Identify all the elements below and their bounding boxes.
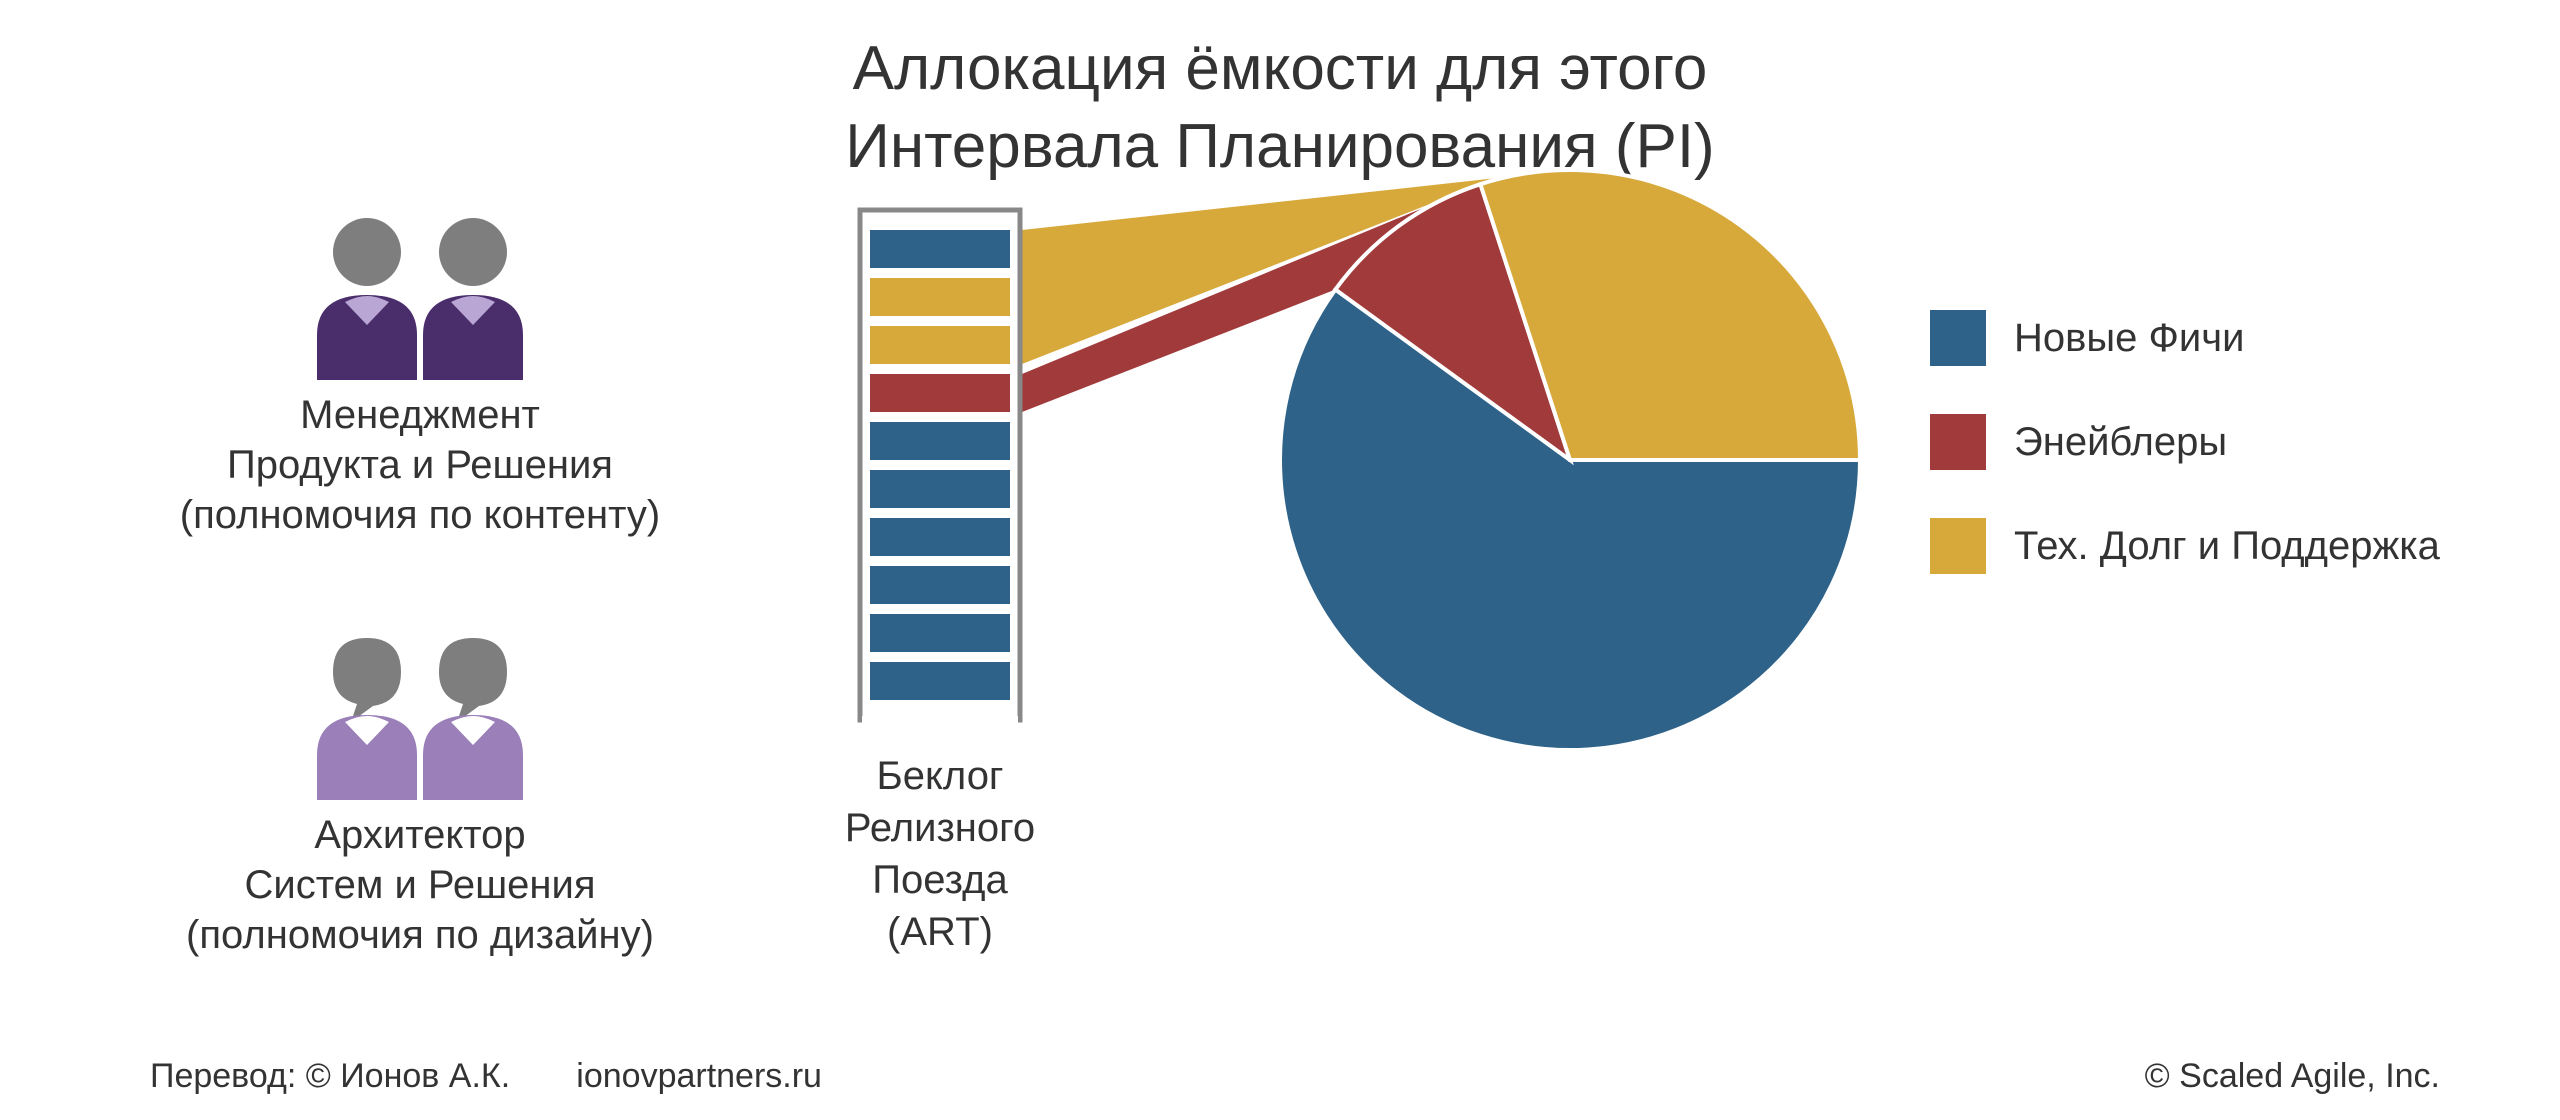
role-bottom-line3: (полномочия по дизайну)	[186, 913, 654, 957]
footer-site: ionovpartners.ru	[576, 1057, 822, 1095]
main-title: Аллокация ёмкости для этого Интервала Пл…	[0, 30, 2560, 185]
backlog-ladder	[860, 210, 1020, 724]
role-top-text: Менеджмент Продукта и Решения (полномочи…	[130, 390, 710, 540]
footer-left: Перевод: © Ионов А.К. ionovpartners.ru	[150, 1057, 822, 1096]
footer-translator: Перевод: © Ионов А.К.	[150, 1057, 510, 1095]
people-pair-bottom-icon	[295, 630, 545, 800]
role-bottom-text: Архитектор Систем и Решения (полномочия …	[130, 810, 710, 960]
pie-legend: Новые Фичи Энейблеры Тех. Долг и Поддерж…	[1930, 310, 2440, 622]
role-bottom-line2: Систем и Решения	[244, 863, 595, 907]
role-architect: Архитектор Систем и Решения (полномочия …	[130, 630, 710, 960]
title-line-1: Аллокация ёмкости для этого	[853, 34, 1708, 103]
backlog-item	[870, 230, 1010, 268]
legend-item-1: Энейблеры	[1930, 414, 2440, 470]
title-line-2: Интервала Планирования (PI)	[845, 112, 1714, 181]
backlog-item	[870, 566, 1010, 604]
legend-label-0: Новые Фичи	[2014, 316, 2244, 361]
footer-right: © Scaled Agile, Inc.	[2145, 1057, 2440, 1096]
role-top-line1: Менеджмент	[300, 393, 540, 437]
backlog-label: Беклог Релизного Поезда (ART)	[790, 750, 1090, 958]
legend-item-2: Тех. Долг и Поддержка	[1930, 518, 2440, 574]
role-bottom-line1: Архитектор	[314, 813, 525, 857]
pie-slice	[1480, 170, 1860, 460]
role-top-line2: Продукта и Решения	[227, 443, 613, 487]
role-top-line3: (полномочия по контенту)	[180, 493, 660, 537]
footer-copyright: © Scaled Agile, Inc.	[2145, 1057, 2440, 1095]
backlog-label-line4: (ART)	[887, 910, 993, 954]
backlog-label-line1: Беклог	[876, 754, 1003, 798]
role-product-management: Менеджмент Продукта и Решения (полномочи…	[130, 210, 710, 540]
legend-swatch-1	[1930, 414, 1986, 470]
people-pair-top-icon	[295, 210, 545, 380]
diagram-stage: Аллокация ёмкости для этого Интервала Пл…	[0, 0, 2560, 1120]
pie-chart	[1280, 170, 1860, 750]
backlog-item	[870, 278, 1010, 316]
backlog-item	[870, 614, 1010, 652]
backlog-item	[870, 326, 1010, 364]
backlog-item	[870, 374, 1010, 412]
flow-polygon-yellow	[1022, 170, 1570, 364]
pie-slice	[1280, 290, 1860, 750]
pie-slice	[1335, 184, 1570, 460]
legend-label-2: Тех. Долг и Поддержка	[2014, 524, 2440, 569]
backlog-item	[870, 422, 1010, 460]
backlog-item	[870, 470, 1010, 508]
backlog-label-line2: Релизного	[845, 806, 1035, 850]
flow-polygons	[1022, 170, 1570, 412]
legend-item-0: Новые Фичи	[1930, 310, 2440, 366]
backlog-item	[870, 662, 1010, 700]
backlog-item	[870, 518, 1010, 556]
legend-swatch-2	[1930, 518, 1986, 574]
flow-polygon-red	[1022, 184, 1480, 412]
legend-label-1: Энейблеры	[2014, 420, 2227, 465]
legend-swatch-0	[1930, 310, 1986, 366]
backlog-label-line3: Поезда	[872, 858, 1007, 902]
